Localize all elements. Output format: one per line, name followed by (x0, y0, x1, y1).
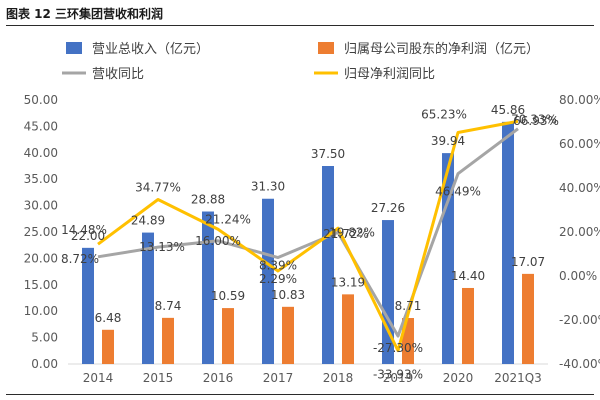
profit-bar (222, 308, 234, 364)
lines (97, 119, 519, 353)
revenue-growth-label: 19.82% (329, 225, 375, 239)
right-axis: -40.00% -20.00% 0.00% 20.00% 40.00% 60.00% 80.… (559, 93, 600, 371)
profit-growth-label: 34.77% (135, 181, 181, 195)
figure-title: 图表 12 三环集团营收和利润 (6, 7, 164, 21)
left-tick-label: 35.00 (24, 172, 58, 186)
data-labels: 22.00 24.89 28.88 31.30 37.50 27.26 39.94 45.86… (61, 103, 559, 382)
left-tick-label: 5.00 (31, 331, 58, 345)
revenue-value-label: 45.86 (491, 103, 525, 117)
revenue-bar (382, 220, 394, 364)
profit-bar (342, 294, 354, 364)
left-tick-label: 40.00 (24, 146, 58, 160)
legend-label-1: 归属母公司股东的净利润（亿元） (344, 41, 539, 57)
profit-growth-line (97, 119, 519, 353)
right-tick-label: -20.00% (559, 313, 600, 327)
profit-bar (282, 306, 294, 364)
profit-value-label: 6.48 (95, 311, 122, 325)
right-tick-label: 20.00% (559, 225, 600, 239)
title-rule (6, 25, 594, 26)
x-tick-label: 2017 (263, 371, 294, 385)
revenue-value-label: 24.89 (131, 214, 165, 228)
right-tick-label: 60.00% (559, 137, 600, 151)
x-tick-label: 2016 (203, 371, 234, 385)
legend: 营业总收入（亿元） 归属母公司股东的净利润（亿元） 营收同比 归母净利润同比 (62, 41, 539, 82)
revenue-bar (322, 166, 334, 364)
profit-value-label: 8.71 (395, 299, 422, 313)
revenue-value-label: 22.00 (71, 229, 105, 243)
right-tick-label: 80.00% (559, 93, 600, 107)
profit-growth-label: 21.72% (323, 227, 369, 241)
profit-growth-label: 2.29% (259, 272, 297, 286)
revenue-value-label: 28.88 (191, 193, 225, 207)
revenue-value-label: 31.30 (251, 180, 285, 194)
bottom-rule (6, 394, 594, 395)
x-tick-label: 2018 (323, 371, 354, 385)
revenue-growth-label: 66.93% (513, 114, 559, 128)
legend-label-0: 营业总收入（亿元） (92, 42, 209, 57)
left-tick-label: 30.00 (24, 199, 58, 213)
revenue-growth-label: 13.13% (139, 240, 185, 254)
left-tick-label: 20.00 (24, 251, 58, 265)
left-tick-label: 45.00 (24, 119, 58, 133)
revenue-growth-label: 46.49% (435, 185, 481, 199)
profit-value-label: 13.19 (331, 275, 365, 289)
right-tick-label: -40.00% (559, 357, 600, 371)
bars (82, 121, 534, 365)
revenue-growth-label: -27.30% (373, 341, 423, 355)
x-tick-label: 2019 (383, 371, 414, 385)
revenue-value-label: 39.94 (431, 134, 465, 148)
x-tick-label: 2014 (83, 371, 114, 385)
profit-bar (102, 329, 114, 364)
left-tick-label: 25.00 (24, 225, 58, 239)
left-tick-label: 50.00 (24, 93, 58, 107)
profit-value-label: 17.07 (511, 255, 545, 269)
revenue-growth-line (97, 127, 519, 338)
profit-value-label: 8.74 (155, 299, 182, 313)
profit-growth-label: 21.24% (205, 212, 251, 226)
x-tick-label: 2015 (143, 371, 174, 385)
profit-bar (522, 273, 534, 364)
profit-value-label: 14.40 (451, 269, 485, 283)
profit-growth-label: 14.48% (61, 223, 107, 237)
right-tick-label: 0.00% (559, 269, 597, 283)
right-tick-label: 40.00% (559, 181, 600, 195)
x-tick-label: 2020 (443, 371, 474, 385)
left-axis: 0.00 5.00 10.00 15.00 20.00 25.00 30.00 35.00 40… (24, 93, 58, 371)
legend-swatch-1 (318, 42, 334, 54)
revenue-growth-label: 8.39% (259, 259, 297, 273)
profit-growth-label: 70.33% (511, 112, 557, 126)
x-tick-label: 2021Q3 (494, 371, 542, 385)
left-tick-label: 0.00 (31, 357, 58, 371)
legend-label-3: 归母净利润同比 (344, 67, 435, 82)
legend-swatch-0 (66, 42, 82, 54)
left-tick-label: 10.00 (24, 304, 58, 318)
profit-value-label: 10.59 (211, 289, 245, 303)
revenue-bar (502, 121, 514, 365)
revenue-growth-label: 16.00% (195, 234, 241, 248)
revenue-value-label: 37.50 (311, 147, 345, 161)
left-tick-label: 15.00 (24, 278, 58, 292)
revenue-value-label: 27.26 (371, 201, 405, 215)
profit-growth-label: 65.23% (421, 107, 467, 121)
revenue-bar (202, 211, 214, 364)
legend-label-2: 营收同比 (92, 67, 144, 82)
x-axis: 2014 2015 2016 2017 2018 2019 2020 2021Q3 (68, 363, 548, 385)
profit-value-label: 10.83 (271, 288, 305, 302)
profit-bar (162, 317, 174, 364)
revenue-bar (262, 198, 274, 364)
revenue-growth-label: 8.72% (61, 252, 99, 266)
revenue-bar (142, 232, 154, 364)
profit-bar (462, 287, 474, 364)
profit-growth-label: -33.93% (373, 368, 423, 382)
revenue-bar (82, 247, 94, 364)
